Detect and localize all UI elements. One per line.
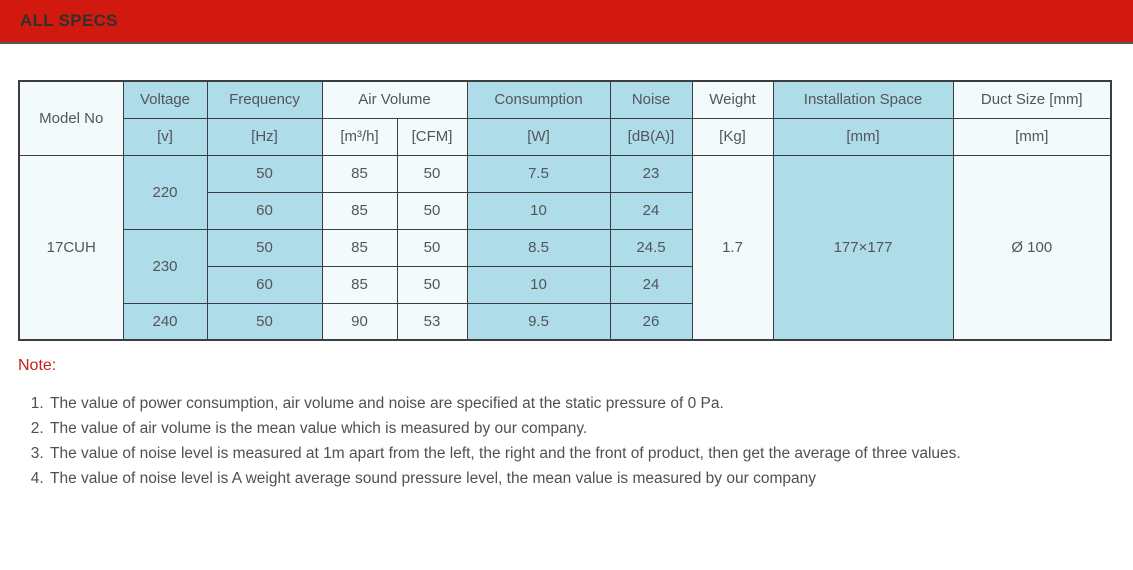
cell-watt: 7.5	[466, 154, 611, 193]
table-row: 60 85 50 10 24	[19, 265, 1111, 304]
note-item-2: The value of air volume is the mean valu…	[48, 416, 1106, 441]
cell-weight: 1.7	[691, 154, 774, 341]
header-noise: Noise	[609, 80, 693, 119]
specs-table: Model No Voltage Frequency Air Volume Co…	[18, 80, 1113, 341]
cell-m3h: 85	[321, 228, 398, 267]
unit-voltage: [v]	[122, 117, 208, 156]
unit-air-volume-cfm: [CFM]	[396, 117, 468, 156]
cell-m3h: 85	[321, 265, 398, 304]
unit-air-volume-m3h: [m³/h]	[321, 117, 398, 156]
cell-db: 26	[609, 302, 693, 341]
cell-cfm: 50	[396, 228, 468, 267]
header-weight: Weight	[691, 80, 774, 119]
unit-installation-space: [mm]	[772, 117, 954, 156]
cell-cfm: 53	[396, 302, 468, 341]
table-row: 17CUH 220 50 85 50 7.5 23 1.7 177×177 Ø …	[18, 154, 1112, 341]
table-row: 60 85 50 10 24	[19, 191, 1111, 230]
cell-freq: 50	[206, 154, 323, 193]
cell-watt: 10	[466, 265, 611, 304]
unit-noise: [dB(A)]	[609, 117, 693, 156]
banner-title: ALL SPECS	[20, 11, 118, 30]
unit-frequency: [Hz]	[206, 117, 323, 156]
header-air-volume: Air Volume	[321, 80, 468, 119]
unit-weight: [Kg]	[691, 117, 774, 156]
note-item-1: The value of power consumption, air volu…	[48, 391, 1106, 416]
cell-db: 23	[609, 154, 693, 193]
cell-watt: 8.5	[466, 228, 611, 267]
cell-freq: 60	[206, 191, 323, 230]
cell-voltage-240: 240	[122, 302, 208, 341]
cell-db: 24	[609, 265, 693, 304]
header-row-units: [v] [Hz] [m³/h] [CFM] [W] [dB(A)] [Kg] […	[19, 117, 1112, 156]
cell-freq: 50	[206, 228, 323, 267]
specs-table-container: Model No Voltage Frequency Air Volume Co…	[18, 80, 1133, 341]
cell-installation-space: 177×177	[772, 154, 954, 341]
cell-m3h: 85	[321, 191, 398, 230]
header-consumption: Consumption	[466, 80, 611, 119]
table-row: 230 50 85 50 8.5 24.5	[19, 228, 1111, 304]
note-title: Note:	[18, 357, 57, 374]
cell-voltage-230: 230	[122, 228, 208, 304]
cell-freq: 50	[206, 302, 323, 341]
cell-watt: 9.5	[466, 302, 611, 341]
cell-cfm: 50	[396, 191, 468, 230]
unit-duct-size: [mm]	[952, 117, 1112, 156]
header-voltage: Voltage	[122, 80, 208, 119]
cell-watt: 10	[466, 191, 611, 230]
cell-db: 24.5	[609, 228, 693, 267]
header-installation-space: Installation Space	[772, 80, 954, 119]
notes-list: The value of power consumption, air volu…	[18, 391, 1106, 491]
cell-model: 17CUH	[18, 154, 124, 341]
cell-cfm: 50	[396, 154, 468, 193]
unit-consumption: [W]	[466, 117, 611, 156]
header-model-no: Model No	[18, 80, 124, 156]
cell-voltage-220: 220	[122, 154, 208, 230]
cell-m3h: 90	[321, 302, 398, 341]
header-frequency: Frequency	[206, 80, 323, 119]
header-row-labels: Model No Voltage Frequency Air Volume Co…	[18, 80, 1112, 156]
table-row: 240 50 90 53 9.5 26	[19, 302, 1111, 341]
cell-m3h: 85	[321, 154, 398, 193]
note-item-3: The value of noise level is measured at …	[48, 441, 1106, 466]
cell-duct-size: Ø 100	[952, 154, 1112, 341]
cell-cfm: 50	[396, 265, 468, 304]
cell-freq: 60	[206, 265, 323, 304]
header-duct-size: Duct Size [mm]	[952, 80, 1112, 119]
cell-db: 24	[609, 191, 693, 230]
all-specs-banner: ALL SPECS	[0, 0, 1133, 44]
note-item-4: The value of noise level is A weight ave…	[48, 466, 1106, 491]
